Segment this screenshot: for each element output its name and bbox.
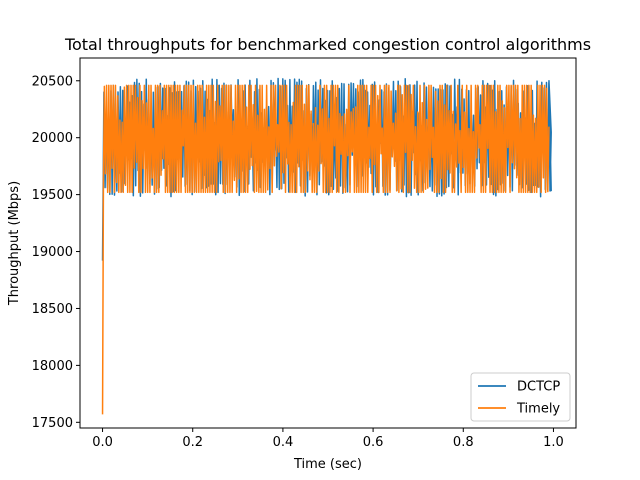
x-axis-label: Time (sec) <box>293 457 362 472</box>
y-axis-label: Throughput (Mbps) <box>7 181 22 306</box>
y-tick-label: 20500 <box>32 74 73 89</box>
y-tick-label: 19000 <box>32 245 73 260</box>
y-tick-label: 18500 <box>32 302 73 317</box>
y-tick-label: 18000 <box>32 359 73 374</box>
legend: DCTCP Timely <box>470 372 571 422</box>
x-tick-label: 0.6 <box>363 435 384 450</box>
x-tick-label: 0.2 <box>182 435 203 450</box>
y-tick-label: 19500 <box>32 188 73 203</box>
x-tick-label: 0.8 <box>453 435 474 450</box>
plot-lines <box>101 77 552 415</box>
x-tick-label: 0.4 <box>273 435 294 450</box>
plot-frame <box>79 57 577 429</box>
x-tick-label: 0.0 <box>92 435 113 450</box>
chart-title: Total throughputs for benchmarked conges… <box>64 35 591 54</box>
y-tick-label: 20000 <box>32 131 73 146</box>
series-line-timely <box>101 84 550 415</box>
x-axis: 0.0 0.2 0.4 0.6 0.8 1.0 <box>92 428 564 450</box>
x-tick-label: 1.0 <box>543 435 564 450</box>
legend-label: Timely <box>516 402 560 417</box>
y-axis: 17500 18000 18500 19000 19500 20000 20500 <box>32 74 80 431</box>
y-tick-label: 17500 <box>32 416 73 431</box>
legend-label: DCTCP <box>517 380 560 395</box>
legend-box <box>470 372 571 422</box>
